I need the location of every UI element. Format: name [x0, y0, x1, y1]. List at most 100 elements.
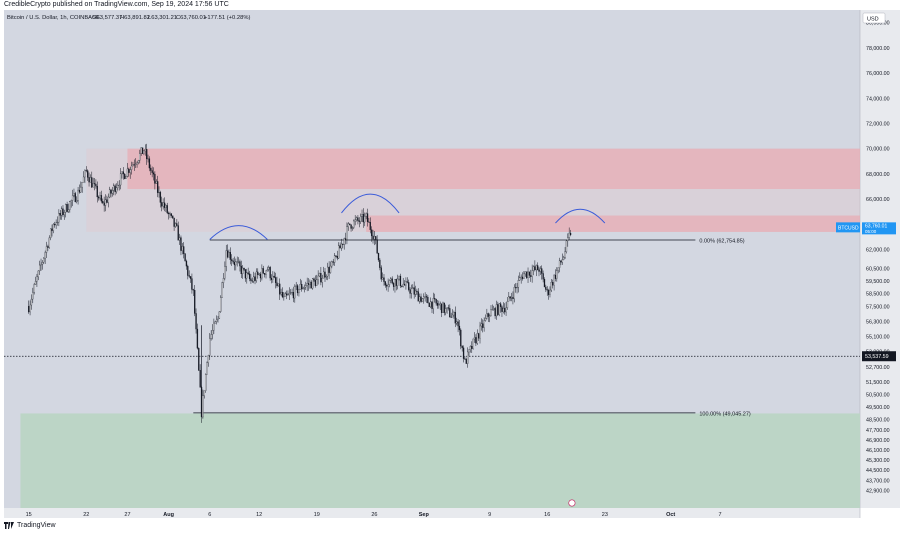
candle-body: [526, 271, 528, 278]
candle-body: [52, 224, 55, 231]
candle-body: [119, 173, 122, 186]
candle-body: [226, 250, 229, 258]
candle-body: [357, 217, 359, 221]
candle-body: [128, 168, 130, 173]
candle-body: [125, 176, 127, 179]
candle-body: [285, 293, 288, 296]
candle-body: [504, 308, 506, 313]
candle-body: [203, 390, 205, 396]
candle-body: [305, 285, 307, 288]
candle-body: [261, 268, 263, 279]
candle-body: [205, 374, 207, 391]
candle-body: [88, 177, 90, 183]
candle-body: [499, 303, 502, 307]
candle-body: [376, 239, 378, 254]
candle-body: [161, 202, 163, 207]
candle-body: [67, 209, 70, 212]
candle-body: [93, 183, 96, 185]
candle-body: [40, 264, 42, 266]
candle-body: [253, 276, 255, 282]
candle-body: [287, 294, 289, 296]
candle-body: [69, 201, 71, 211]
candle-body: [516, 287, 518, 289]
candle-body: [475, 337, 477, 344]
candle-body: [506, 301, 509, 308]
candle-body: [139, 153, 141, 161]
candle-body: [49, 228, 52, 239]
candle-body: [55, 222, 57, 226]
candle-body: [281, 292, 284, 298]
candle-body: [51, 228, 53, 231]
candle-body: [199, 370, 201, 388]
candle-body: [482, 323, 484, 328]
candle-body: [132, 164, 134, 167]
candle-body: [440, 303, 443, 313]
y-tick-label: 72,000.00: [866, 121, 890, 127]
candle-body: [290, 292, 292, 294]
candle-body: [447, 307, 450, 309]
candle-body: [327, 266, 329, 277]
candle-body: [494, 308, 496, 317]
candle-body: [301, 284, 303, 290]
symbol-tag-label: BTCUSD: [838, 225, 859, 231]
candle-body: [184, 253, 186, 262]
candle-body: [366, 213, 369, 222]
candle-body: [432, 298, 435, 309]
candle-body: [242, 267, 244, 275]
candle-body: [476, 333, 478, 344]
candle-body: [523, 273, 525, 279]
candle-body: [276, 282, 278, 287]
candle-body: [104, 199, 107, 206]
candle-body: [156, 181, 159, 193]
candle-body: [360, 215, 362, 222]
y-tick-label: 68,000.00: [866, 172, 890, 178]
candle-body: [527, 271, 529, 278]
candle-body: [45, 246, 48, 253]
candle-body: [453, 311, 455, 316]
candle-body: [270, 277, 273, 280]
candle-body: [416, 290, 418, 292]
candle-body: [558, 260, 561, 268]
rounded-top-arc-3: [555, 208, 606, 224]
tradingview-brand[interactable]: TradingView: [4, 522, 56, 529]
y-tick-label: 43,700.00: [866, 478, 890, 484]
candle-body: [173, 217, 175, 227]
candle-body: [213, 322, 215, 331]
candle-body: [183, 246, 185, 254]
candle-body: [469, 346, 472, 350]
candle-body: [495, 304, 498, 317]
y-tick-label: 57,500.00: [866, 304, 890, 310]
candle-body: [48, 237, 50, 248]
candle-body: [210, 334, 212, 339]
candle-body: [483, 320, 485, 328]
y-tick-label: 44,500.00: [866, 468, 890, 474]
candle-body: [73, 193, 75, 196]
candle-body: [91, 177, 93, 188]
candle-body: [567, 237, 569, 242]
candle-body: [477, 333, 480, 339]
candle-body: [37, 270, 39, 278]
candle-body: [423, 296, 425, 299]
x-tick-label: 22: [83, 512, 89, 518]
candle-body: [362, 214, 365, 223]
candle-body: [403, 283, 406, 286]
candle-body: [467, 351, 469, 364]
candle-body: [141, 147, 144, 154]
dotted-level-value: 53,537.59: [865, 354, 889, 360]
candle-body: [435, 298, 437, 304]
candle-body: [28, 306, 30, 313]
ohlc-high-value: H63,891.82: [120, 15, 150, 21]
candle-body: [486, 313, 488, 319]
candle-body: [195, 313, 197, 330]
candle-body: [368, 221, 370, 223]
candle-body: [191, 278, 193, 290]
candle-body: [279, 283, 281, 295]
candle-body: [517, 280, 520, 288]
candle-body: [487, 313, 489, 317]
candle-body: [269, 267, 271, 279]
candle-body: [405, 281, 407, 286]
candle-body: [354, 219, 356, 222]
candle-body: [560, 260, 562, 263]
candle-body: [56, 221, 59, 223]
